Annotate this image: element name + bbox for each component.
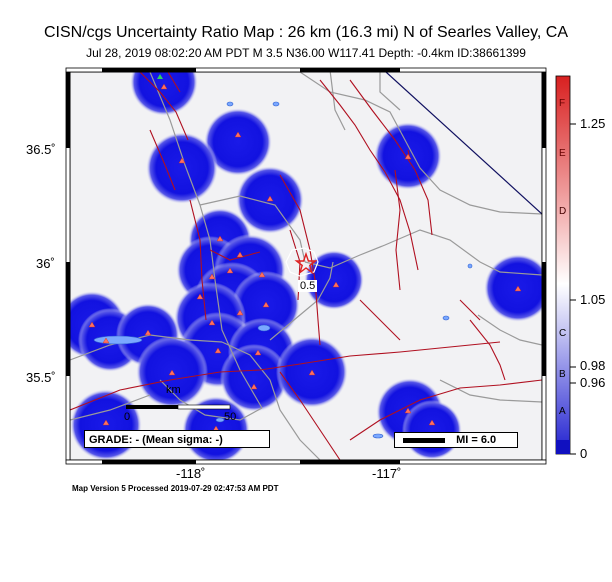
mi-legend: MI = 6.0 [394,432,518,448]
scale-bar-start: 0 [124,411,131,423]
scale-bar [126,404,231,410]
mi-legend-bar [403,437,445,443]
colorbar-value-label: 0.98 [580,358,606,373]
scale-bar-end: 50 [224,411,237,423]
contour-line [285,247,319,277]
lon-tick-label: -117˚ [372,466,402,481]
colorbar-value-label: 0 [580,446,588,461]
colorbar [555,75,576,455]
lat-tick-label: 36.5˚ [26,142,56,157]
state-border [385,72,542,215]
contour-label: 0.5 [298,280,318,292]
colorbar-grade-letter: E [559,148,566,159]
epicenter-star [294,251,318,275]
map-version-footer: Map Version 5 Processed 2019-07-29 02:47… [72,484,279,493]
colorbar-value-label: 1.05 [580,292,606,307]
colorbar-value-label: 1.25 [580,116,606,131]
colorbar-grade-letter: C [559,328,567,339]
station-markers [88,83,522,432]
lat-tick-label: 35.5˚ [26,370,56,385]
mi-legend-label: MI = 6.0 [456,434,497,446]
map-frame [65,67,547,465]
map-title: CISN/cgs Uncertainty Ratio Map : 26 km (… [43,24,569,41]
colorbar-grade-letter: F [559,98,566,109]
lon-tick-label: -118˚ [176,466,206,481]
colorbar-grade-letter: B [559,369,566,380]
colorbar-grade-letter: A [559,406,566,417]
faults [70,72,542,460]
green-station-marker [157,74,163,79]
colorbar-value-label: 0.96 [580,375,606,390]
lat-tick-label: 36˚ [36,256,55,271]
uncertainty-areas [70,72,542,460]
scale-bar-unit: km [166,384,181,396]
grade-legend: GRADE: - (Mean sigma: -) [84,430,270,448]
colorbar-grade-letter: D [559,206,567,217]
roads [70,72,542,460]
map-subtitle: Jul 28, 2019 08:02:20 AM PDT M 3.5 N36.0… [86,46,526,60]
